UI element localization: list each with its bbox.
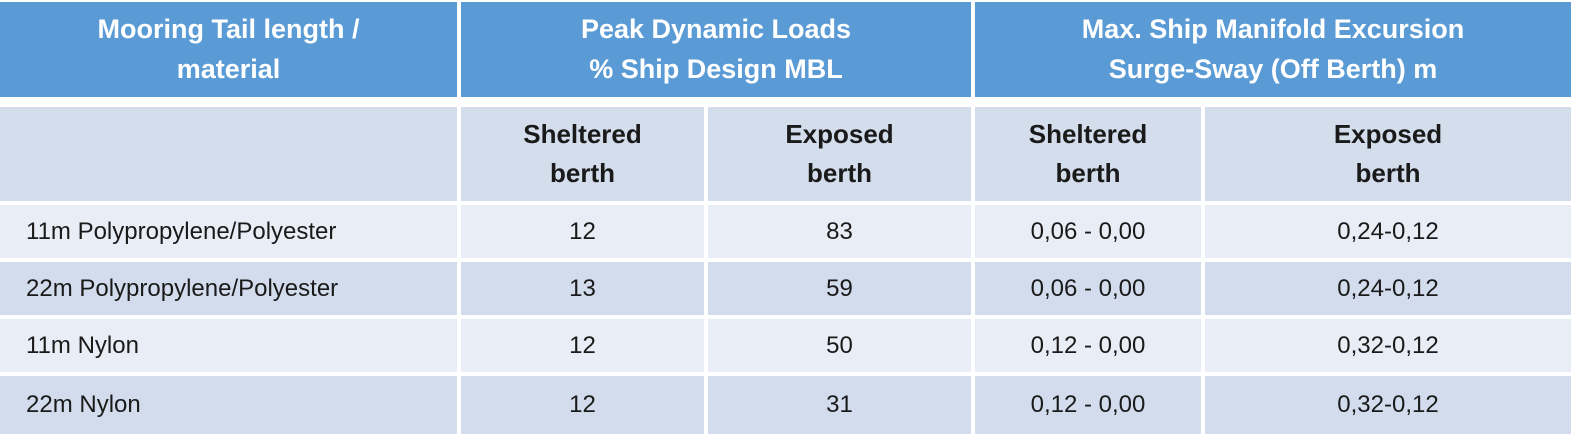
- table-row: 11m Nylon 12 50 0,12 - 0,00 0,32-0,12: [0, 319, 1571, 372]
- header-mooring-tail-length: Mooring Tail length / material: [0, 2, 457, 97]
- header-peak-dynamic-loads: Peak Dynamic Loads % Ship Design MBL: [461, 2, 971, 97]
- peak-exposed-cell: 59: [708, 262, 971, 315]
- material-cell: 11m Nylon: [0, 319, 457, 372]
- excursion-exposed-cell: 0,32-0,12: [1205, 376, 1571, 434]
- excursion-exposed-cell: 0,32-0,12: [1205, 319, 1571, 372]
- table-row: 22m Nylon 12 31 0,12 - 0,00 0,32-0,12: [0, 376, 1571, 434]
- excursion-sheltered-cell: 0,12 - 0,00: [975, 319, 1201, 372]
- header-max-ship-manifold-excursion: Max. Ship Manifold Excursion Surge-Sway …: [975, 2, 1571, 97]
- excursion-exposed-cell: 0,24-0,12: [1205, 205, 1571, 258]
- peak-exposed-cell: 50: [708, 319, 971, 372]
- peak-exposed-cell: 83: [708, 205, 971, 258]
- subheader-excursion-sheltered-berth: Sheltered berth: [975, 107, 1201, 201]
- peak-sheltered-cell: 12: [461, 376, 704, 434]
- peak-sheltered-cell: 12: [461, 319, 704, 372]
- subheader-peak-sheltered-berth: Sheltered berth: [461, 107, 704, 201]
- excursion-sheltered-cell: 0,12 - 0,00: [975, 376, 1201, 434]
- peak-sheltered-cell: 13: [461, 262, 704, 315]
- excursion-exposed-cell: 0,24-0,12: [1205, 262, 1571, 315]
- material-cell: 22m Polypropylene/Polyester: [0, 262, 457, 315]
- peak-exposed-cell: 31: [708, 376, 971, 434]
- table-row: 11m Polypropylene/Polyester 12 83 0,06 -…: [0, 205, 1571, 258]
- subheader-empty: [0, 107, 457, 201]
- material-cell: 22m Nylon: [0, 376, 457, 434]
- peak-sheltered-cell: 12: [461, 205, 704, 258]
- subheader-peak-exposed-berth: Exposed berth: [708, 107, 971, 201]
- material-cell: 11m Polypropylene/Polyester: [0, 205, 457, 258]
- group-header-row: Mooring Tail length / material Peak Dyna…: [0, 2, 1571, 97]
- sub-header-row: Sheltered berth Exposed berth Sheltered …: [0, 107, 1571, 201]
- excursion-sheltered-cell: 0,06 - 0,00: [975, 205, 1201, 258]
- excursion-sheltered-cell: 0,06 - 0,00: [975, 262, 1201, 315]
- table-row: 22m Polypropylene/Polyester 13 59 0,06 -…: [0, 262, 1571, 315]
- subheader-excursion-exposed-berth: Exposed berth: [1205, 107, 1571, 201]
